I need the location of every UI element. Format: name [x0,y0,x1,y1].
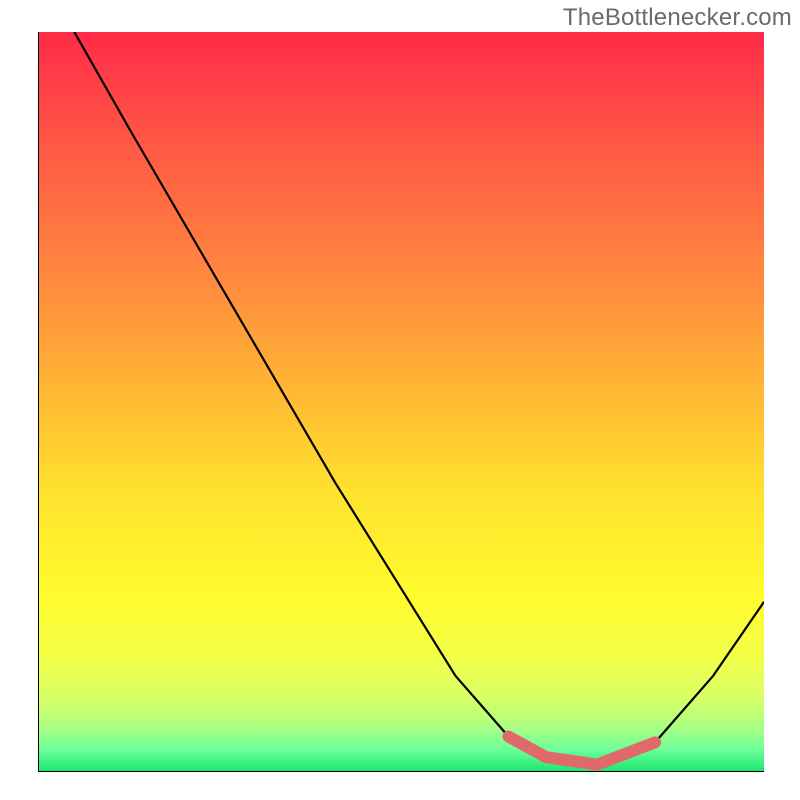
chart-frame: TheBottlenecker.com [0,0,800,800]
gradient-background [38,32,764,772]
plot-area [38,32,764,772]
watermark-text: TheBottlenecker.com [563,4,792,32]
chart-svg [38,32,764,772]
